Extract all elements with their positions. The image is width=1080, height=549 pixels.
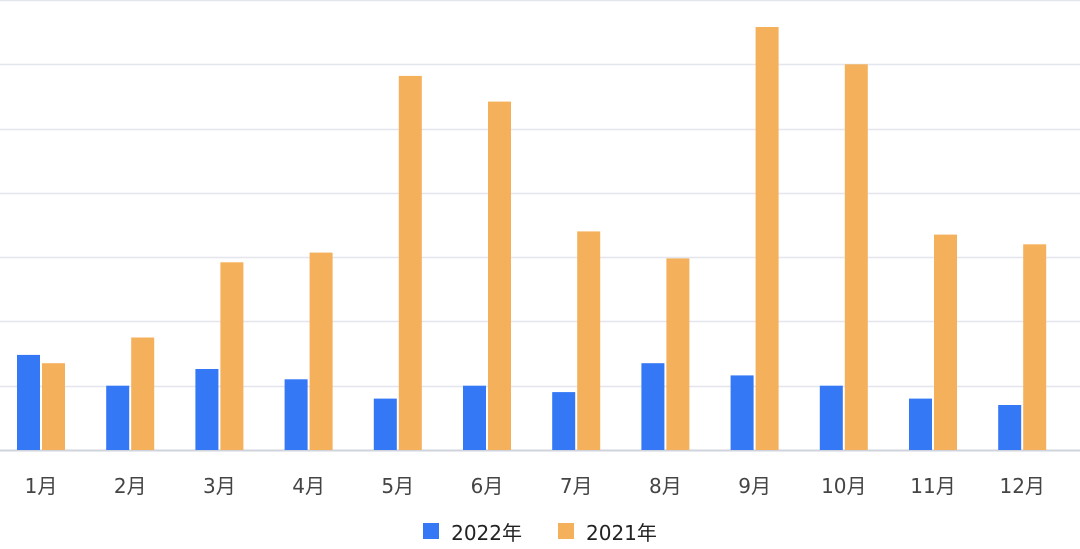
bar-series-1-3[interactable] xyxy=(195,369,219,450)
bar-series-1-12[interactable] xyxy=(998,405,1022,450)
bar-series-1-7[interactable] xyxy=(552,392,576,450)
bar-series-2-8[interactable] xyxy=(666,258,690,450)
bar-series-1-9[interactable] xyxy=(730,375,754,450)
legend-swatch-series-2 xyxy=(558,523,574,539)
bar-series-1-4[interactable] xyxy=(284,379,308,450)
bar-series-2-11[interactable] xyxy=(934,234,957,450)
gridlines xyxy=(0,0,1080,452)
legend-item-series-2[interactable]: 2021年 xyxy=(558,517,657,546)
bar-series-2-7[interactable] xyxy=(577,231,601,450)
bar-series-1-2[interactable] xyxy=(106,385,130,450)
legend-item-series-1[interactable]: 2022年 xyxy=(423,517,522,546)
bar-series-2-10[interactable] xyxy=(844,64,868,451)
bar-series-2-2[interactable] xyxy=(131,337,155,451)
legend-label-series-1: 2022年 xyxy=(451,520,522,545)
bar-series-1-1[interactable] xyxy=(17,354,40,450)
legend-swatch-series-1 xyxy=(423,523,440,539)
x-tick-label: 11月 xyxy=(910,474,955,498)
bar-series-2-4[interactable] xyxy=(309,252,333,450)
bar-series-1-11[interactable] xyxy=(909,398,932,450)
bar-series-2-9[interactable] xyxy=(755,27,779,450)
bar-series-2-6[interactable] xyxy=(488,101,511,450)
legend-label-series-2: 2021年 xyxy=(586,520,657,545)
bar-chart: 1月 2月 3月 4月 5月 6月 7月 8月 9月 10月 11月 12月 xyxy=(0,0,1080,498)
x-tick-label: 10月 xyxy=(821,474,866,498)
x-tick-label: 1月 xyxy=(25,474,58,498)
bar-series-2-3[interactable] xyxy=(220,262,244,450)
legend: 2022年 2021年 xyxy=(0,514,1080,548)
bar-series-1-10[interactable] xyxy=(819,385,843,450)
x-tick-label: 9月 xyxy=(738,474,771,498)
bar-series-1-6[interactable] xyxy=(463,385,486,450)
x-tick-label: 7月 xyxy=(560,474,593,498)
bar-series-1-5[interactable] xyxy=(373,398,397,450)
bar-series-2-12[interactable] xyxy=(1023,244,1047,450)
x-tick-label: 12月 xyxy=(999,474,1044,498)
x-tick-label: 6月 xyxy=(471,474,504,498)
x-tick-label: 5月 xyxy=(381,474,414,498)
bar-series-1-8[interactable] xyxy=(641,363,665,450)
bars xyxy=(17,27,1047,451)
x-tick-label: 3月 xyxy=(203,474,236,498)
x-axis-tick-labels: 1月 2月 3月 4月 5月 6月 7月 8月 9月 10月 11月 12月 xyxy=(25,474,1045,498)
x-tick-label: 4月 xyxy=(292,474,325,498)
bar-series-2-5[interactable] xyxy=(398,75,422,451)
x-tick-label: 2月 xyxy=(114,474,147,498)
bar-series-2-1[interactable] xyxy=(42,363,65,450)
x-tick-label: 8月 xyxy=(649,474,682,498)
